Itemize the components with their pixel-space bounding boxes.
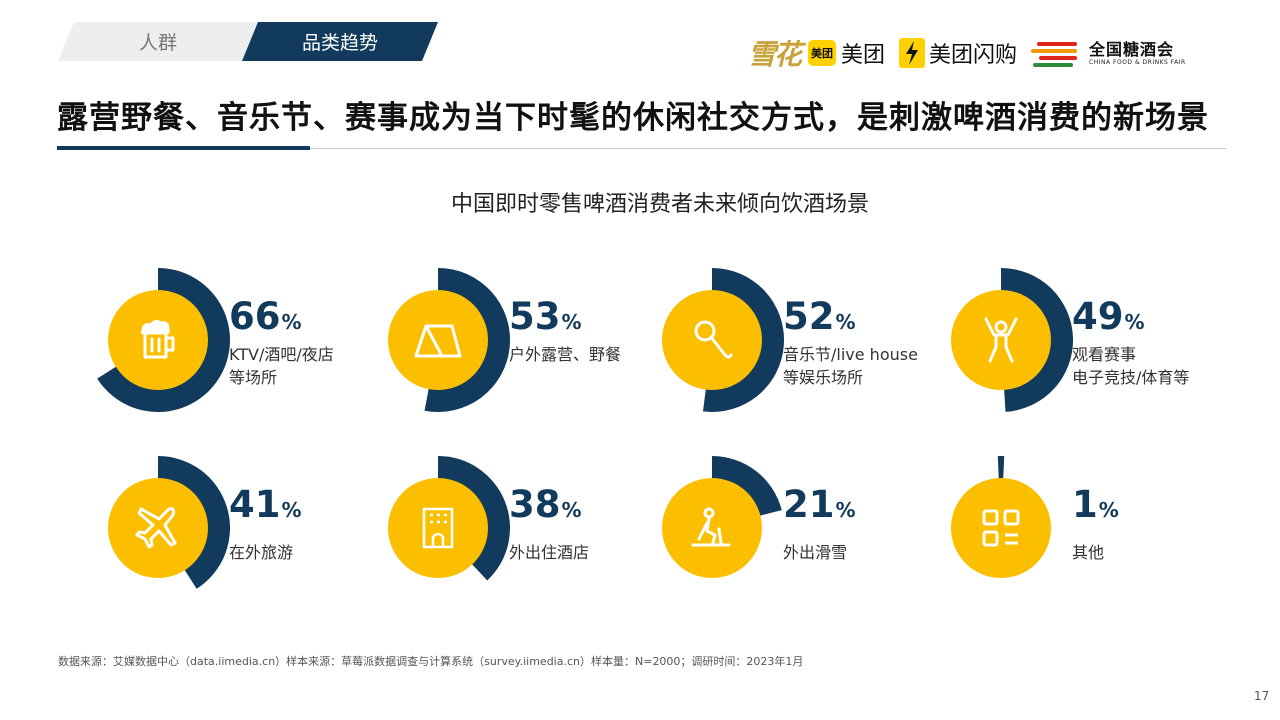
chart-title: 中国即时零售啤酒消费者未来倾向饮酒场景	[450, 192, 869, 217]
food-fair-logo-english: CHINA FOOD & DRINKS FAIR	[1089, 58, 1186, 66]
skiing-icon	[662, 478, 762, 578]
partner-logos: 雪花 美团 美团 美团闪购 全国糖酒会 CHINA FOOD & DRINKS …	[748, 34, 1186, 72]
pct-value-hotel: 38%	[509, 483, 582, 526]
headline-divider-accent	[57, 146, 310, 150]
scenario-label-skiing: 外出滑雪	[783, 543, 848, 562]
scenario-label-ktv: KTV/酒吧/夜店 等场所	[229, 345, 334, 387]
scenario-label-travel: 在外旅游	[229, 543, 294, 562]
pct-value-camping: 53%	[509, 295, 582, 338]
pct-value-skiing: 21%	[783, 483, 856, 526]
pct-value-ktv: 66%	[229, 295, 302, 338]
scenario-item-camping: 53% 户外露营、野餐	[363, 265, 653, 415]
icon-circle	[108, 478, 208, 578]
data-source-note: 数据来源：艾媒数据中心（data.iimedia.cn）样本来源：草莓派数据调查…	[58, 655, 804, 668]
headline-divider	[57, 148, 1226, 149]
food-fair-logo-text: 全国糖酒会	[1089, 39, 1175, 59]
icon-circle	[951, 478, 1051, 578]
icon-circle	[388, 290, 488, 390]
page-headline: 露营野餐、音乐节、赛事成为当下时髦的休闲社交方式，是刺激啤酒消费的新场景	[57, 100, 1209, 136]
hotel-icon	[388, 478, 488, 578]
lightning-icon	[899, 38, 926, 68]
grid-apps-icon	[951, 478, 1051, 578]
meituan-shangou-logo-text: 美团闪购	[929, 43, 1018, 68]
scenario-item-travel: 41% 在外旅游	[83, 453, 373, 603]
scenario-label-hotel: 外出住酒店	[509, 543, 590, 562]
scenario-item-other: 1% 其他	[926, 453, 1216, 603]
pct-value-music: 52%	[783, 295, 856, 338]
food-fair-emblem-icon	[1031, 42, 1078, 67]
snow-beer-logo: 雪花	[748, 38, 802, 71]
tab-category-trend[interactable]: 品类趋势	[242, 22, 438, 61]
airplane-icon	[108, 478, 208, 578]
icon-circle	[951, 290, 1051, 390]
page-number: 17	[1254, 689, 1270, 703]
icon-circle	[662, 478, 762, 578]
pct-value-other: 1%	[1072, 483, 1119, 526]
pct-value-travel: 41%	[229, 483, 302, 526]
scenario-item-hotel: 38% 外出住酒店	[363, 453, 653, 603]
pct-value-sports: 49%	[1072, 295, 1145, 338]
cheering-person-icon	[951, 290, 1051, 390]
scenario-item-skiing: 21% 外出滑雪	[637, 453, 927, 603]
beer-mug-icon	[108, 290, 208, 390]
scenario-label-camping: 户外露营、野餐	[509, 345, 622, 364]
scenario-label-sports: 观看赛事 电子竞技/体育等	[1072, 345, 1190, 387]
tab-people[interactable]: 人群	[58, 22, 258, 61]
scenario-item-ktv: 66% KTV/酒吧/夜店 等场所	[83, 265, 373, 415]
scenario-item-music: 52% 音乐节/live house 等娱乐场所	[637, 265, 927, 415]
meituan-logo-text: 美团	[841, 43, 886, 68]
scenario-label-music: 音乐节/live house 等娱乐场所	[783, 345, 918, 387]
meituan-badge-logo: 美团	[808, 40, 837, 66]
scenario-item-sports: 49% 观看赛事 电子竞技/体育等	[926, 265, 1216, 415]
icon-circle	[388, 478, 488, 578]
scenario-label-other: 其他	[1072, 543, 1105, 562]
microphone-icon	[662, 290, 762, 390]
tent-icon	[388, 290, 488, 390]
